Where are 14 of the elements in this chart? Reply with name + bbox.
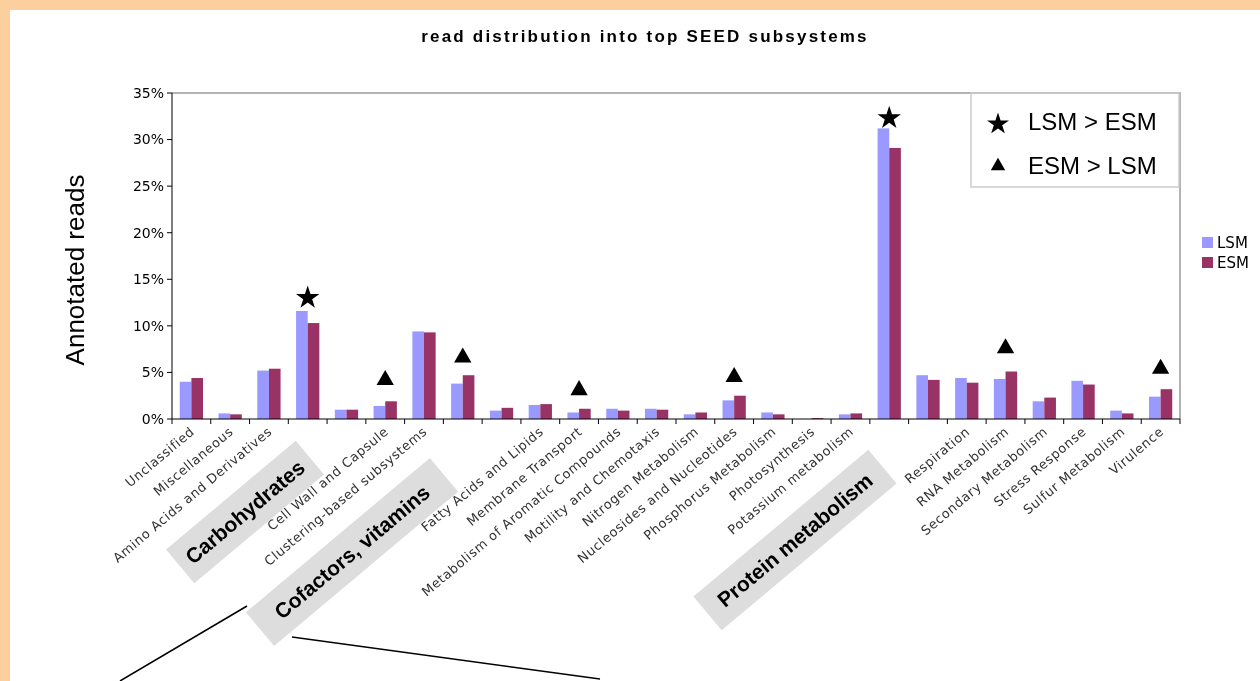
y-tick-label: 20%	[132, 224, 164, 241]
y-tick-label: 5%	[141, 364, 164, 381]
y-axis-title: Annotated reads	[60, 174, 90, 366]
legend-label: LSM > ESM	[1028, 108, 1157, 136]
legend-label: ESM > LSM	[1028, 152, 1157, 180]
y-tick-label: 30%	[132, 131, 164, 148]
y-tick-label: 25%	[132, 178, 164, 195]
y-tick-label: 35%	[132, 84, 164, 101]
y-tick-label: 10%	[132, 317, 164, 334]
y-tick-label: 0%	[141, 410, 164, 427]
chart-title: read distribution into top SEED subsystems	[421, 27, 869, 46]
legend-label: ESM	[1217, 254, 1249, 273]
y-tick-label: 15%	[132, 271, 164, 288]
legend-label: LSM	[1217, 234, 1248, 253]
